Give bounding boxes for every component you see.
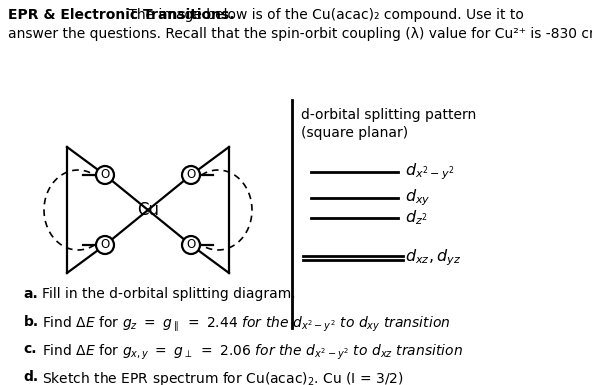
Text: Find $\Delta E$ for $g_{x,y}\ =\ g_\perp\ =$ 2.06 $\mathit{for\ the}\ d_{x^2-y^2: Find $\Delta E$ for $g_{x,y}\ =\ g_\perp… [41,342,463,362]
Circle shape [182,166,200,184]
Text: c.: c. [24,342,37,356]
Text: a.: a. [24,287,38,301]
Bar [292,100,293,329]
Text: d.: d. [24,370,39,384]
Text: (square planar): (square planar) [301,126,408,140]
Text: $d_{z^2}$: $d_{z^2}$ [405,209,428,228]
Text: Find $\Delta E$ for $g_z\ =\ g_\parallel\ =$ 2.44 $\mathit{for\ the}\ d_{x^2-y^2: Find $\Delta E$ for $g_z\ =\ g_\parallel… [41,315,450,334]
Text: O: O [186,169,195,181]
Text: O: O [101,169,110,181]
Text: Sketch the EPR spectrum for Cu(acac)$_2$. Cu (I = 3/2): Sketch the EPR spectrum for Cu(acac)$_2$… [41,370,403,385]
Text: The image below is of the Cu(acac)₂ compound. Use it to: The image below is of the Cu(acac)₂ comp… [124,8,523,22]
Circle shape [182,236,200,254]
Text: answer the questions. Recall that the spin-orbit coupling (λ) value for Cu²⁺ is : answer the questions. Recall that the sp… [8,27,592,41]
Text: Fill in the d-orbital splitting diagram.: Fill in the d-orbital splitting diagram. [41,287,295,301]
Text: O: O [101,238,110,251]
Text: $d_{xy}$: $d_{xy}$ [405,188,430,208]
Text: $d_{xz}, d_{yz}$: $d_{xz}, d_{yz}$ [405,248,461,268]
Circle shape [96,166,114,184]
Text: EPR & Electronic Transitions.: EPR & Electronic Transitions. [8,8,234,22]
Text: d-orbital splitting pattern: d-orbital splitting pattern [301,108,477,122]
Text: Cu: Cu [137,201,159,219]
Text: b.: b. [24,315,39,328]
Circle shape [96,236,114,254]
Text: $d_{x^2-y^2}$: $d_{x^2-y^2}$ [405,162,455,182]
Text: O: O [186,238,195,251]
